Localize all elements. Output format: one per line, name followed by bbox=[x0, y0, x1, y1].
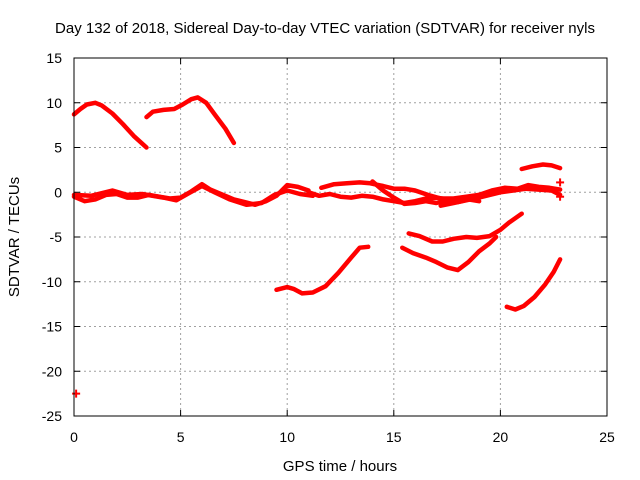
x-axis-label: GPS time / hours bbox=[283, 458, 397, 475]
axis-ticks: 0 5 10 15 20 25 -25 -20 -15 -10 -5 0 5 10 15 bbox=[42, 50, 615, 445]
series-arc-1 bbox=[71, 100, 149, 150]
series-arc-10 bbox=[519, 162, 563, 172]
y-tick-label: -15 bbox=[42, 319, 62, 335]
y-tick-label: -25 bbox=[42, 408, 62, 424]
y-tick-label: -5 bbox=[50, 229, 63, 245]
chart-title: Day 132 of 2018, Sidereal Day-to-day VTE… bbox=[55, 20, 595, 37]
data-marker bbox=[72, 389, 81, 398]
y-tick-label: 5 bbox=[54, 140, 62, 156]
series-arc-9 bbox=[476, 182, 563, 198]
x-tick-label: 15 bbox=[386, 429, 402, 445]
series-arc-6 bbox=[319, 180, 482, 201]
y-tick-label: 10 bbox=[46, 95, 62, 111]
series-arc-14 bbox=[504, 257, 563, 312]
series-arc-13 bbox=[400, 234, 499, 273]
x-tick-label: 5 bbox=[177, 429, 185, 445]
x-tick-label: 0 bbox=[70, 429, 78, 445]
series-arc-11 bbox=[274, 244, 371, 296]
y-tick-label: -10 bbox=[42, 274, 62, 290]
grid bbox=[74, 58, 607, 416]
data-series bbox=[71, 95, 565, 398]
y-tick-label: 0 bbox=[54, 184, 62, 200]
data-marker bbox=[556, 178, 565, 187]
series-arc-2 bbox=[144, 95, 237, 146]
y-tick-label: 15 bbox=[46, 50, 62, 66]
data-marker bbox=[556, 192, 565, 201]
x-tick-label: 10 bbox=[279, 429, 295, 445]
series-arc-4 bbox=[71, 183, 316, 208]
x-tick-label: 25 bbox=[599, 429, 615, 445]
x-tick-label: 20 bbox=[493, 429, 509, 445]
y-tick-label: -20 bbox=[42, 363, 62, 379]
series-arc-5 bbox=[306, 190, 450, 206]
series-arc-12 bbox=[406, 211, 524, 244]
series-arc-8 bbox=[438, 186, 563, 208]
y-axis-label: SDTVAR / TECUs bbox=[6, 177, 23, 297]
